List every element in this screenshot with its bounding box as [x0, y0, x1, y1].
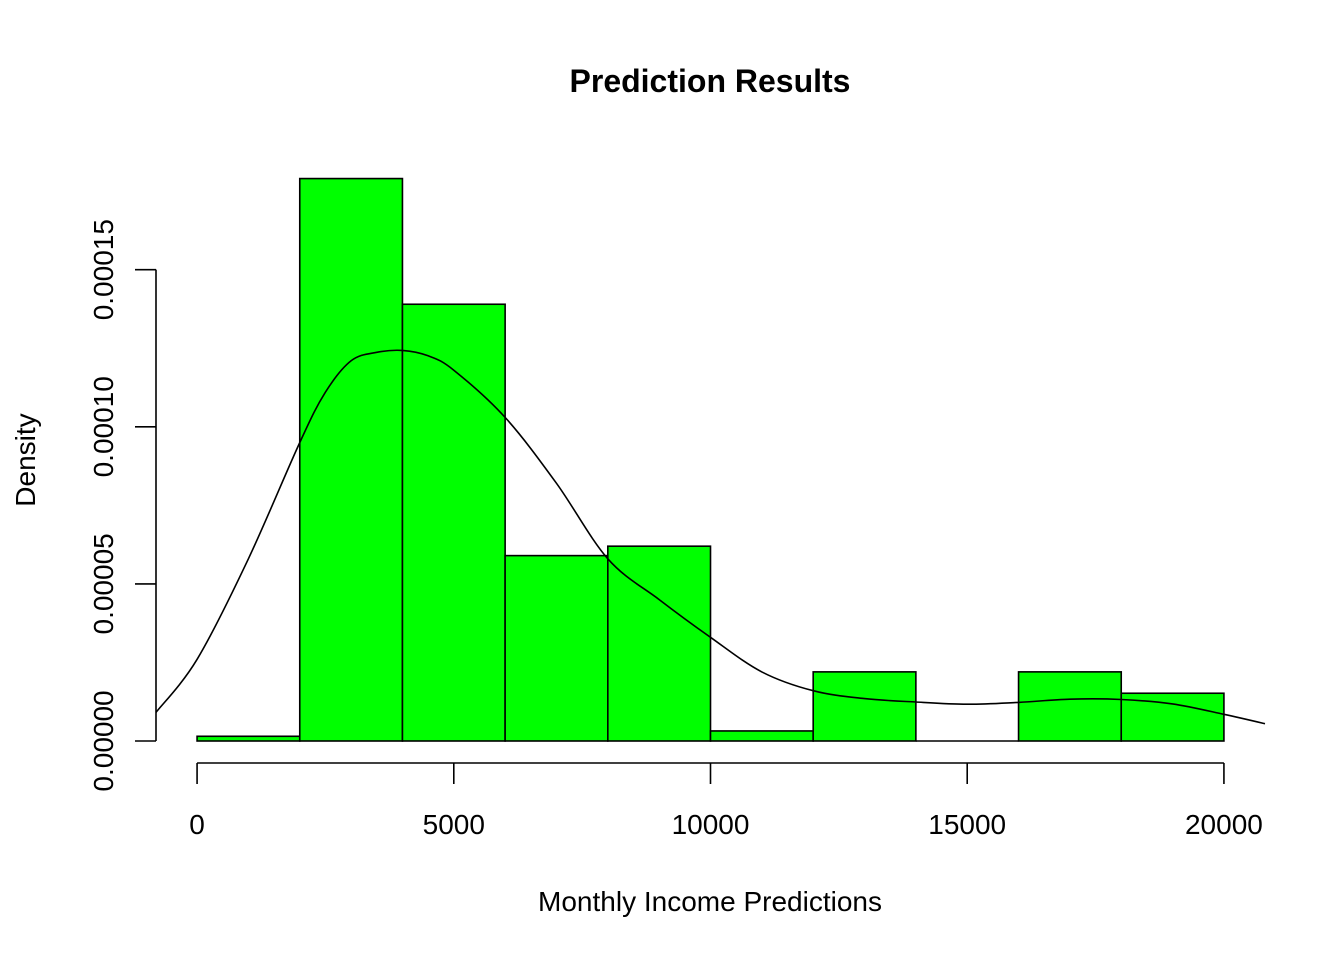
histogram-bar — [607, 545, 712, 742]
x-axis: 0 5000 10000 15000 20000 — [189, 762, 1263, 840]
x-tick-label: 5000 — [423, 809, 485, 840]
histogram-bar — [1017, 671, 1123, 742]
chart-title: Prediction Results — [570, 63, 851, 99]
histogram-bar — [196, 735, 301, 742]
y-axis-label: Density — [10, 413, 41, 506]
histogram-bar — [504, 554, 609, 742]
histogram-bar — [812, 671, 917, 742]
y-tick-label: 0.00015 — [88, 219, 119, 320]
x-tick-label: 15000 — [928, 809, 1006, 840]
x-axis-label: Monthly Income Predictions — [538, 886, 882, 917]
histogram-bar — [709, 730, 814, 742]
x-tick-label: 0 — [189, 809, 205, 840]
histogram-bar — [298, 177, 404, 742]
y-tick-label: 0.00000 — [88, 690, 119, 791]
x-tick-label: 20000 — [1185, 809, 1263, 840]
y-tick-label: 0.00010 — [88, 376, 119, 477]
y-axis: 0.00000 0.00005 0.00010 0.00015 — [88, 219, 157, 792]
density-curve — [155, 349, 1266, 725]
y-tick-label: 0.00005 — [88, 533, 119, 634]
x-tick-label: 10000 — [672, 809, 750, 840]
histogram-bar — [401, 303, 506, 742]
histogram-bars — [196, 177, 1225, 742]
